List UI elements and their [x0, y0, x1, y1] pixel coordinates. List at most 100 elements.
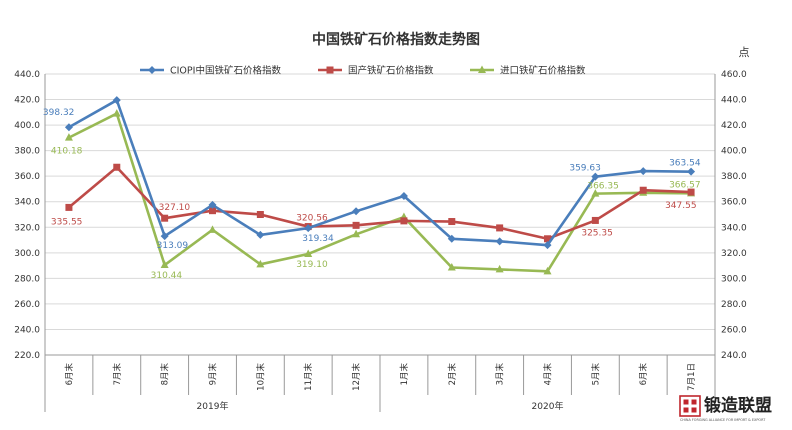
triangle-marker — [208, 225, 217, 233]
square-marker — [161, 214, 169, 222]
left-tick-label: 440.0 — [14, 70, 40, 80]
data-label: 319.34 — [302, 234, 334, 244]
triangle-marker — [543, 266, 552, 275]
square-marker — [400, 217, 408, 225]
series-line — [68, 112, 692, 273]
data-label: 319.10 — [296, 260, 328, 270]
data-label: 366.57 — [669, 180, 701, 190]
square-marker — [113, 163, 121, 171]
left-tick-label: 280.0 — [14, 274, 40, 284]
square-marker — [352, 221, 360, 229]
triangle-marker — [160, 260, 169, 269]
data-label: 363.54 — [669, 159, 701, 169]
legend-item: 进口铁矿石价格指数 — [470, 65, 586, 77]
logo-text: 锻造联盟 — [704, 395, 772, 416]
square-marker — [65, 203, 73, 211]
x-category-label: 1月末 — [399, 363, 410, 386]
triangle-marker — [64, 133, 73, 141]
diamond-marker — [64, 123, 73, 132]
legend-item: 国产铁矿石价格指数 — [318, 65, 434, 77]
diamond-marker — [208, 200, 217, 209]
diamond-marker — [112, 96, 121, 105]
triangle-marker — [304, 249, 313, 257]
left-tick-label: 320.0 — [14, 223, 40, 233]
triangle-marker — [447, 263, 456, 271]
data-label: 359.63 — [569, 164, 601, 174]
right-tick-label: 340.0 — [721, 223, 747, 233]
diamond-marker — [639, 167, 648, 176]
square-marker — [209, 207, 216, 215]
series-line — [68, 165, 692, 241]
x-category-label: 8月末 — [160, 363, 171, 386]
left-tick-label: 260.0 — [14, 300, 40, 310]
left-tick-label: 240.0 — [14, 325, 40, 335]
x-category-label: 12月末 — [351, 363, 362, 391]
left-tick-label: 400.0 — [14, 121, 40, 131]
year-group-label: 2020年 — [532, 400, 564, 412]
series-line — [68, 98, 692, 247]
diamond-marker — [256, 230, 265, 239]
triangle-marker — [591, 189, 600, 197]
left-tick-label: 300.0 — [14, 249, 40, 259]
legend-label: CIOPI中国铁矿石价格指数 — [170, 65, 281, 77]
right-tick-label: 400.0 — [721, 147, 747, 157]
right-tick-label: 420.0 — [721, 121, 747, 131]
square-marker — [687, 188, 695, 196]
x-category-label: 11月末 — [303, 363, 314, 391]
data-label: 313.09 — [157, 241, 189, 251]
legend-label: 国产铁矿石价格指数 — [348, 65, 434, 77]
left-tick-label: 220.0 — [14, 351, 40, 361]
diamond-marker — [495, 237, 504, 246]
year-group-label: 2019年 — [197, 400, 229, 412]
square-marker — [496, 224, 504, 232]
diamond-marker — [160, 232, 169, 241]
right-tick-label: 440.0 — [721, 96, 747, 106]
triangle-marker — [256, 259, 265, 268]
series-group — [64, 96, 696, 250]
x-category-label: 6月末 — [64, 363, 75, 386]
right-axis-unit: 点 — [739, 46, 750, 59]
right-tick-label: 380.0 — [721, 172, 747, 182]
axes: 220.0 240.0 260.0 280.0 300.0 320.0 340.0 360.0… — [14, 70, 747, 412]
data-label: 410.18 — [51, 147, 83, 157]
diamond-marker — [352, 207, 361, 216]
right-tick-label: 260.0 — [721, 325, 747, 335]
diamond-marker — [687, 167, 696, 176]
right-tick-label: 360.0 — [721, 198, 747, 208]
x-category-label: 5月末 — [590, 363, 601, 386]
data-label: 320.56 — [296, 214, 328, 224]
left-tick-label: 360.0 — [14, 172, 40, 182]
triangle-marker — [112, 109, 121, 117]
data-label: 398.32 — [43, 108, 75, 118]
diamond-marker — [543, 241, 552, 250]
logo: 锻造联盟 CHINA FORGING ALLIANCE FOR IMPORT &… — [679, 395, 772, 422]
data-label: 366.35 — [587, 182, 619, 192]
legend-label: 进口铁矿石价格指数 — [500, 65, 586, 77]
diamond-marker — [447, 234, 456, 243]
right-tick-label: 460.0 — [721, 70, 747, 80]
triangle-marker — [478, 65, 486, 73]
square-marker — [544, 235, 551, 243]
square-marker — [256, 211, 264, 218]
diamond-marker — [148, 66, 156, 74]
data-labels: 398.32 313.09 319.34 359.63 363.54 335.55 327.… — [43, 108, 701, 281]
legend-item: CIOPI中国铁矿石价格指数 — [140, 65, 281, 77]
x-category-label: 10月末 — [255, 363, 266, 391]
diamond-marker — [304, 224, 313, 233]
left-tick-label: 420.0 — [14, 96, 40, 106]
diamond-marker — [591, 172, 600, 181]
triangle-marker — [352, 229, 361, 238]
chart-title: 中国铁矿石价格指数走势图 — [312, 31, 480, 48]
x-category-label: 9月末 — [208, 363, 219, 386]
right-tick-label: 300.0 — [721, 274, 747, 284]
right-tick-label: 240.0 — [721, 351, 747, 361]
square-marker — [639, 186, 647, 194]
x-category-label: 4月末 — [543, 363, 554, 386]
legend: CIOPI中国铁矿石价格指数 国产铁矿石价格指数 进口铁矿石价格指数 — [140, 65, 586, 77]
logo-subtext: CHINA FORGING ALLIANCE FOR IMPORT & EXPO… — [680, 418, 766, 422]
square-marker — [448, 218, 456, 226]
data-label: 347.55 — [665, 201, 697, 211]
x-category-label: 6月末 — [638, 363, 649, 386]
left-tick-label: 380.0 — [14, 147, 40, 157]
